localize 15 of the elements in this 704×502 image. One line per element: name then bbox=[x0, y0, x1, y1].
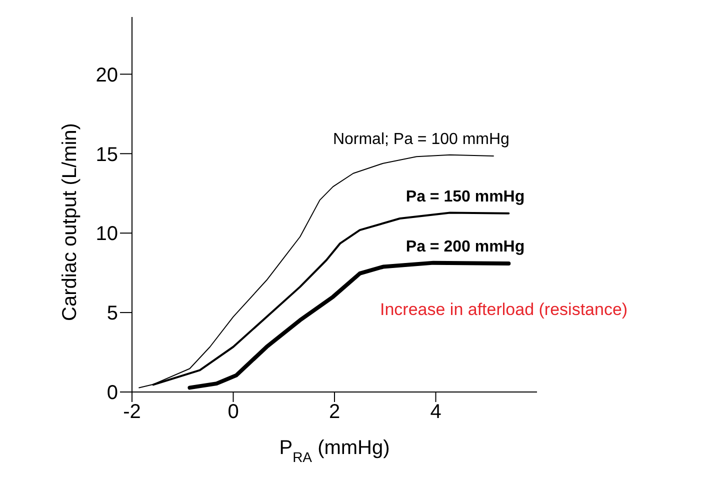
y-tick-label: 5 bbox=[106, 302, 118, 325]
series-label: Pa = 200 mmHg bbox=[406, 238, 525, 256]
series-label: Normal; Pa = 100 mmHg bbox=[332, 131, 510, 148]
y-axis-title: Cardiac output (L/min) bbox=[59, 123, 81, 321]
x-tick-label: 2 bbox=[328, 401, 340, 424]
x-tick-label: 4 bbox=[430, 401, 442, 424]
annotation: Increase in afterload (resistance) bbox=[380, 300, 628, 320]
y-tick-label: 20 bbox=[96, 64, 118, 86]
x-axis-title: P$_{RA}$ (mmHg) bbox=[279, 437, 390, 465]
y-tick-label: 15 bbox=[96, 144, 118, 166]
x-tick-label: 0 bbox=[228, 401, 239, 424]
y-tick-label: 0 bbox=[106, 382, 118, 404]
y-tick-label: 10 bbox=[96, 223, 118, 246]
x-tick-label: -2 bbox=[123, 401, 141, 424]
series-label: Pa = 150 mmHg bbox=[406, 188, 525, 206]
